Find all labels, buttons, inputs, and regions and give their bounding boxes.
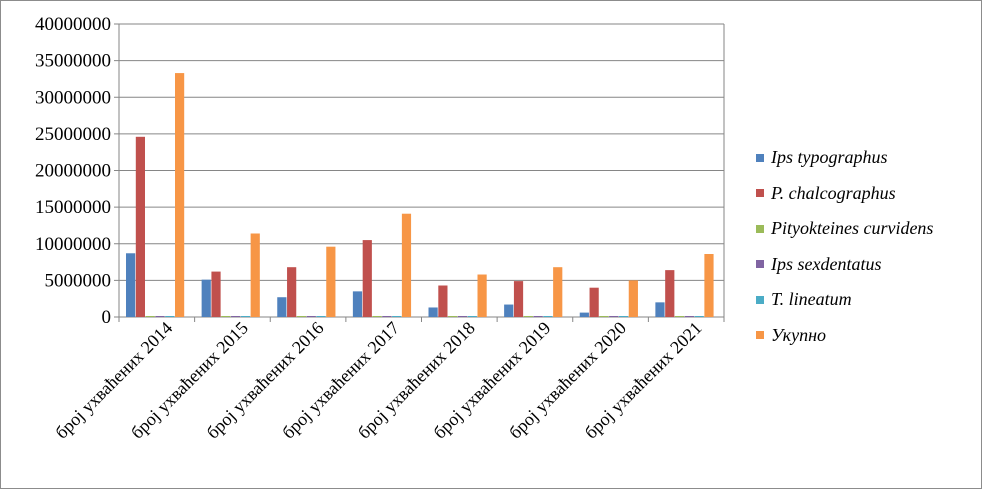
legend-label: P. chalcographus <box>771 182 896 203</box>
bar-ips-sexdentatus <box>382 316 392 317</box>
bar-p-chalcographus <box>287 267 297 317</box>
bar-ips-sexdentatus <box>231 316 241 317</box>
bar-- <box>553 267 563 317</box>
bar-- <box>628 280 638 317</box>
bar-ips-sexdentatus <box>684 316 694 317</box>
bars <box>126 73 714 317</box>
gridlines <box>119 23 724 281</box>
legend-swatch <box>756 260 764 269</box>
bar-- <box>175 73 185 317</box>
bar-t-lineatum <box>316 316 326 317</box>
bar-ips-typographus <box>579 312 589 317</box>
bar-t-lineatum <box>543 316 553 317</box>
legend-label: Ips typographus <box>771 147 888 168</box>
bar-ips-sexdentatus <box>533 316 543 317</box>
y-tick-label: 35000000 <box>35 51 111 72</box>
bar-pityokteines-curvidens <box>599 316 609 317</box>
bar-pityokteines-curvidens <box>523 316 533 317</box>
bar-ips-typographus <box>126 253 136 317</box>
bar-p-chalcographus <box>211 271 221 317</box>
bar-pityokteines-curvidens <box>296 316 307 317</box>
legend-item: Ips sexdentatus <box>756 247 978 283</box>
bar-t-lineatum <box>165 316 175 317</box>
legend-swatch <box>756 331 764 340</box>
bar-- <box>326 246 336 317</box>
bar-p-chalcographus <box>589 287 599 317</box>
axes <box>114 23 725 322</box>
bar-t-lineatum <box>694 316 704 317</box>
y-tick-label: 10000000 <box>35 234 111 255</box>
legend-swatch <box>756 189 764 198</box>
bar-p-chalcographus <box>135 136 145 317</box>
legend-label: Укупно <box>771 324 827 345</box>
y-tick-labels: 0 5000000 10000000 15000000 20000000 25000000… <box>35 14 111 328</box>
bar-t-lineatum <box>618 316 629 317</box>
legend-item: T. lineatum <box>756 282 978 318</box>
legend-item: Ips typographus <box>756 140 978 176</box>
bar-t-lineatum <box>467 316 477 317</box>
legend-label: T. lineatum <box>771 289 852 310</box>
bar-ips-typographus <box>352 291 363 317</box>
y-tick-label: 5000000 <box>45 270 112 291</box>
bar-ips-sexdentatus <box>155 316 165 317</box>
bar-p-chalcographus <box>362 240 372 317</box>
bar-ips-sexdentatus <box>457 316 468 317</box>
bar-t-lineatum <box>240 316 251 317</box>
legend-swatch <box>756 224 764 233</box>
legend-label: Pityokteines curvidens <box>771 218 934 239</box>
bar-ips-typographus <box>504 304 514 317</box>
bar-pityokteines-curvidens <box>145 316 155 317</box>
bar-pityokteines-curvidens <box>674 316 685 317</box>
y-tick-label: 25000000 <box>35 124 111 145</box>
legend: Ips typographus P. chalcographus Pityoktei… <box>756 140 978 353</box>
bar-pityokteines-curvidens <box>221 316 231 317</box>
bar-p-chalcographus <box>665 270 675 317</box>
bar-ips-sexdentatus <box>609 316 619 317</box>
y-tick-label: 0 <box>102 307 112 328</box>
bar-ips-typographus <box>277 297 287 317</box>
legend-swatch <box>756 153 764 162</box>
legend-swatch <box>756 295 764 304</box>
bar-ips-typographus <box>655 302 665 317</box>
legend-item: P. chalcographus <box>756 176 978 212</box>
y-tick-label: 20000000 <box>35 161 111 182</box>
legend-label: Ips sexdentatus <box>771 253 882 274</box>
bar-- <box>401 213 412 317</box>
bar-p-chalcographus <box>438 285 448 317</box>
y-tick-label: 15000000 <box>35 197 111 218</box>
bar-ips-typographus <box>428 307 438 317</box>
bar-pityokteines-curvidens <box>448 316 458 317</box>
y-tick-label: 30000000 <box>35 87 111 108</box>
legend-item: Укупно <box>756 318 978 354</box>
legend-item: Pityokteines curvidens <box>756 211 978 247</box>
bar-- <box>250 233 260 317</box>
bar-ips-typographus <box>201 279 211 317</box>
bar-p-chalcographus <box>513 281 524 317</box>
bar-ips-sexdentatus <box>306 316 316 317</box>
bar-- <box>704 254 714 317</box>
bar-- <box>477 274 487 317</box>
bar-pityokteines-curvidens <box>372 316 382 317</box>
y-tick-label: 40000000 <box>35 14 111 35</box>
bar-t-lineatum <box>392 316 402 317</box>
